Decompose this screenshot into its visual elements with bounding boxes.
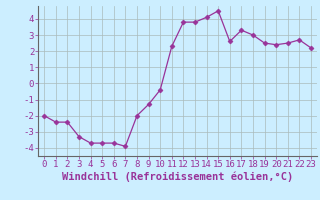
- X-axis label: Windchill (Refroidissement éolien,°C): Windchill (Refroidissement éolien,°C): [62, 172, 293, 182]
